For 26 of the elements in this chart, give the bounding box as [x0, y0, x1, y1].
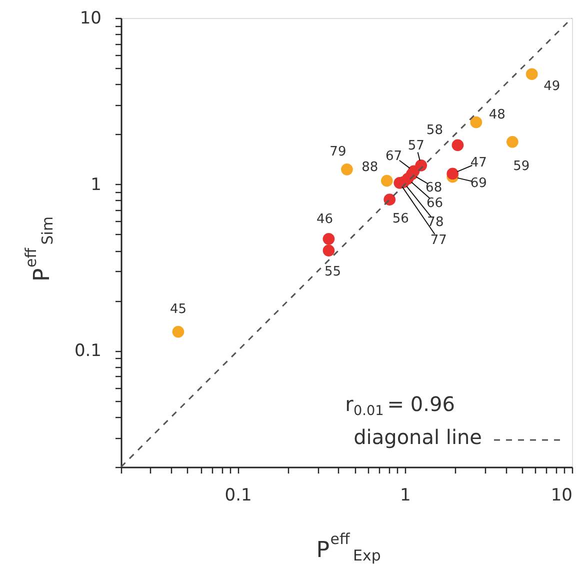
- annotation: 48: [488, 107, 506, 122]
- y-tick-label: 0.1: [74, 341, 102, 362]
- y-axis-title: PeffSim: [22, 216, 57, 282]
- annotation: 49: [544, 79, 560, 94]
- x-tick-label: 1: [400, 486, 411, 506]
- annotation: 66: [426, 196, 444, 211]
- annotation: 45: [170, 302, 186, 317]
- annotation: 58: [426, 123, 443, 138]
- y-tick-label: 1: [90, 174, 102, 195]
- legend-label: diagonal line: [354, 425, 482, 449]
- annotation: 67: [385, 149, 402, 164]
- annotation: 78: [427, 215, 444, 230]
- annotation: 88: [362, 160, 378, 175]
- x-tick-label: 10: [550, 486, 572, 506]
- annotation: 68: [426, 180, 442, 196]
- annotation: 59: [513, 158, 530, 174]
- annotation: 47: [470, 156, 487, 171]
- annotation: 79: [330, 144, 346, 160]
- annotation: 57: [408, 138, 424, 154]
- annotation: 56: [392, 212, 409, 227]
- y-tick-label: 10: [80, 8, 102, 28]
- annotation: 77: [430, 232, 447, 248]
- annotation: 55: [324, 264, 341, 280]
- x-tick-label: 0.1: [224, 486, 252, 506]
- annotation: 46: [316, 212, 333, 227]
- annotation: 69: [470, 176, 487, 191]
